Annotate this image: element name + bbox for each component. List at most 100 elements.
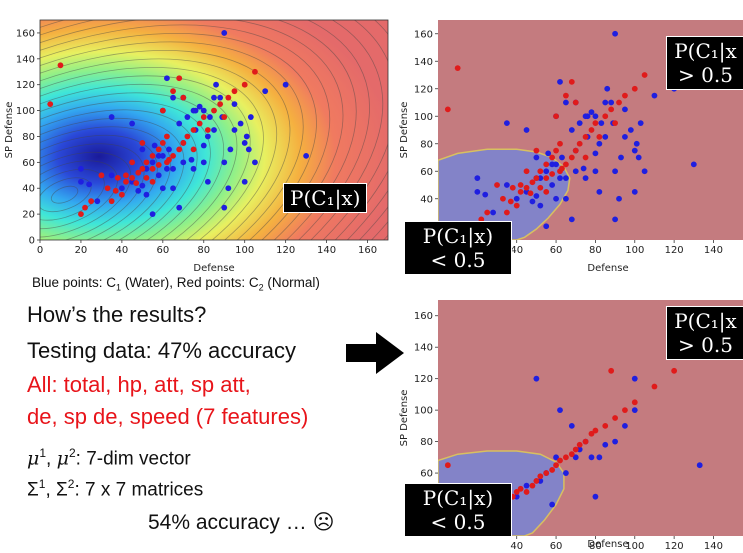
contour-line — [40, 20, 344, 240]
water-point — [184, 114, 191, 120]
water-point — [545, 150, 552, 157]
normal-point — [509, 184, 516, 191]
normal-point — [563, 454, 569, 461]
normal-point — [176, 75, 183, 82]
superscript: 2 — [68, 446, 76, 460]
water-point — [651, 92, 658, 99]
contour-line — [40, 151, 132, 238]
water-point — [211, 127, 217, 133]
y-axis-label: SP Defense — [399, 390, 410, 447]
box-text: P(C₁|x — [674, 309, 737, 333]
caption-text: Blue points: C — [32, 275, 117, 290]
water-point — [612, 30, 618, 37]
normal-point — [200, 114, 207, 120]
normal-point — [588, 127, 595, 133]
water-point — [563, 195, 569, 202]
water-point — [139, 182, 146, 189]
x-tick-label: 80 — [589, 541, 602, 552]
x-tick-label: 80 — [197, 245, 210, 256]
contour-line — [40, 20, 370, 240]
y-tick-label: 80 — [22, 132, 35, 143]
final-accuracy: 54% accuracy … ☹ — [148, 511, 335, 534]
water-point — [563, 99, 569, 106]
y-tick-label: 120 — [16, 80, 35, 91]
normal-point — [454, 65, 461, 72]
caption-sub: 2 — [258, 282, 264, 293]
y-tick-label: 80 — [420, 437, 433, 448]
water-point — [159, 152, 166, 159]
y-tick-label: 20 — [22, 210, 35, 221]
normal-point — [108, 198, 115, 205]
water-point — [588, 454, 595, 461]
water-point — [262, 88, 269, 95]
normal-point — [211, 107, 217, 114]
normal-point — [484, 209, 491, 216]
normal-point — [549, 154, 556, 161]
water-point — [503, 120, 510, 127]
water-point — [188, 156, 195, 163]
water-point — [631, 188, 638, 195]
normal-point — [549, 171, 556, 177]
contour-line — [40, 58, 278, 240]
x-tick-label: 40 — [510, 245, 523, 256]
water-point — [631, 407, 638, 414]
normal-point — [517, 485, 524, 492]
normal-point — [176, 146, 183, 153]
normal-point — [622, 92, 628, 99]
normal-point — [170, 88, 176, 95]
normal-point — [568, 154, 575, 161]
normal-point — [582, 438, 589, 445]
water-point — [596, 188, 603, 195]
normal-point — [112, 187, 119, 194]
y-axis-label: SP Defense — [4, 102, 15, 159]
water-point — [631, 375, 638, 382]
normal-point — [82, 204, 88, 211]
water-point — [108, 114, 115, 120]
water-point — [598, 120, 605, 127]
y-tick-label: 60 — [420, 167, 433, 178]
water-point — [582, 113, 589, 120]
water-point — [592, 113, 599, 120]
water-point — [227, 146, 234, 153]
probability-lt-box: P(C₁|x) < 0.5 — [404, 221, 512, 275]
water-point — [108, 172, 115, 179]
normal-point — [517, 182, 524, 188]
normal-point — [196, 120, 203, 127]
water-point — [641, 168, 648, 175]
x-tick-label: 60 — [550, 541, 563, 552]
water-point — [207, 114, 213, 120]
water-point — [247, 114, 254, 120]
x-tick-label: 60 — [156, 245, 169, 256]
normal-point — [582, 133, 589, 140]
water-point — [190, 107, 197, 114]
normal-point — [671, 367, 678, 374]
normal-point — [588, 430, 595, 437]
normal-point — [553, 462, 559, 469]
water-point — [78, 178, 84, 185]
contour-line — [40, 168, 105, 221]
normal-point — [553, 147, 559, 154]
x-tick-label: 60 — [550, 245, 563, 256]
box-text: P(C₁|x) — [422, 224, 494, 248]
water-point — [596, 140, 603, 147]
water-point — [170, 165, 176, 172]
mu-text: : 7-dim vector — [75, 448, 191, 470]
water-point — [204, 178, 211, 185]
x-tick-label: 140 — [317, 245, 336, 256]
normal-point — [513, 202, 520, 209]
normal-point — [190, 146, 197, 153]
x-tick-label: 20 — [75, 245, 88, 256]
water-point — [474, 175, 481, 182]
contour-line — [40, 83, 238, 240]
water-point — [221, 30, 228, 36]
main-contour-plot: 0 20 40 60 80 100 120 140 160 0 20 40 60 80 100 120 140 1… — [4, 19, 389, 274]
water-point — [608, 99, 615, 106]
water-point — [596, 454, 603, 461]
y-tick-label: 60 — [420, 469, 433, 480]
water-point — [139, 146, 146, 153]
water-point — [282, 81, 289, 88]
water-point — [176, 204, 183, 211]
water-point — [582, 175, 589, 182]
water-point — [155, 152, 162, 159]
x-tick-label: 120 — [276, 245, 295, 256]
